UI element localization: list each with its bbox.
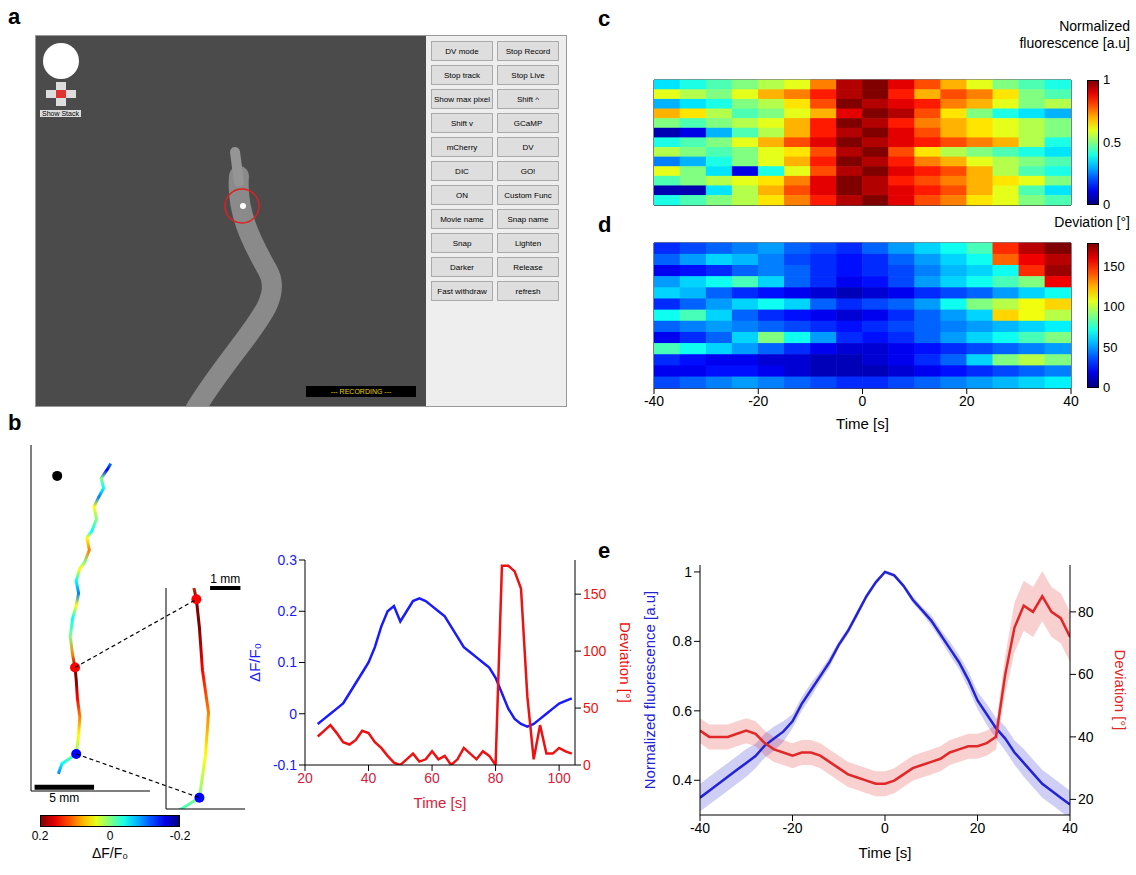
svg-text:40: 40 [361,770,377,786]
html-text:GO!: GO! [520,166,536,176]
html-text:Lighten: Lighten [514,238,542,248]
svg-text:0.6: 0.6 [673,703,693,719]
svg-text:60: 60 [424,770,440,786]
html-text:0.2: 0.2 [31,829,49,843]
svg-text:100: 100 [583,643,607,659]
svg-text:0.4: 0.4 [673,772,693,788]
html-text:Stop track: Stop track [444,70,480,80]
svg-text:Deviation [°]: Deviation [°] [617,622,634,703]
html-text:ΔF/F₀: ΔF/F₀ [91,845,129,861]
svg-text:-40: -40 [644,393,664,409]
svg-text:Deviation [°]: Deviation [°] [1112,649,1129,730]
html-text:Shift v: Shift v [450,118,474,128]
html-text:c: c [598,6,611,31]
html-text:b: b [8,410,22,435]
html-text:Darker: Darker [450,262,474,272]
html-text:Movie name: Movie name [440,214,484,224]
svg-text:0: 0 [859,393,867,409]
svg-text:-20: -20 [782,820,802,836]
svg-text:0: 0 [881,820,889,836]
svg-text:80: 80 [488,770,504,786]
svg-text:0: 0 [289,706,297,722]
svg-text:5 mm: 5 mm [49,791,79,805]
svg-text:40: 40 [1063,393,1079,409]
html-text:a: a [8,4,21,29]
html-text:Deviation [°]: Deviation [°] [1054,214,1130,230]
svg-text:Time [s]: Time [s] [859,844,912,861]
svg-text:20: 20 [970,820,986,836]
svg-text:1 mm: 1 mm [210,572,240,586]
html-text:Snap: Snap [452,238,472,248]
html-text:DV: DV [522,142,534,152]
html-text:mCherry: mCherry [446,142,478,152]
html-text:Fast withdraw: Fast withdraw [437,286,487,296]
html-text:DV mode: DV mode [445,46,479,56]
html-text:DIC: DIC [455,166,469,176]
html-text:refresh: refresh [515,286,541,296]
svg-text:40: 40 [1062,820,1078,836]
html-text:-0.2: -0.2 [169,829,191,843]
html-text:Normalized fluorescence [a.u]: Normalized fluorescence [a.u] [1019,18,1130,51]
svg-text:50: 50 [583,700,599,716]
html-text:Custom Func: Custom Func [504,190,552,200]
svg-text:20: 20 [297,770,313,786]
svg-text:0.8: 0.8 [673,633,693,649]
svg-text:-20: -20 [748,393,768,409]
svg-text:20: 20 [959,393,975,409]
html-text:GCaMP: GCaMP [513,118,543,128]
svg-text:0.2: 0.2 [278,603,298,619]
svg-text:150: 150 [583,586,607,602]
html-text:ON: ON [456,190,468,200]
html-text:150: 150 [1103,259,1125,275]
html-text:Release: Release [513,262,543,272]
svg-text:Normalized fluorescence [a.u]: Normalized fluorescence [a.u] [641,591,658,789]
svg-text:1: 1 [684,564,692,580]
html-text:Stop Record: Stop Record [505,46,551,56]
svg-text:60: 60 [1078,666,1094,682]
html-text:0: 0 [106,829,114,843]
html-text:e: e [598,538,611,563]
svg-text:40: 40 [1078,729,1094,745]
svg-text:100: 100 [547,770,571,786]
html-text:Show Stack: Show Stack [42,110,79,117]
html-text:0: 0 [1103,197,1111,212]
html-text:0: 0 [1103,380,1111,395]
html-text:Snap name: Snap name [507,214,549,224]
html-text:50: 50 [1103,339,1118,355]
svg-text:-40: -40 [690,820,710,836]
html-text:d: d [598,212,612,237]
html-text:Show max pixel: Show max pixel [434,94,490,104]
html-text:--- RECORDING ---: --- RECORDING --- [330,388,392,395]
svg-text:Time [s]: Time [s] [836,415,889,432]
svg-text:0.1: 0.1 [278,654,298,670]
html-text:1: 1 [1103,72,1111,87]
svg-text:20: 20 [1078,791,1094,807]
svg-text:0.3: 0.3 [278,552,298,568]
html-text:Stop Live: Stop Live [511,70,545,80]
html-text:100: 100 [1103,299,1125,315]
html-text:Shift ^: Shift ^ [517,94,539,104]
svg-text:Time [s]: Time [s] [414,794,467,811]
svg-text:80: 80 [1078,604,1094,620]
html-text:0.5: 0.5 [1103,134,1122,150]
svg-text:ΔF/F₀: ΔF/F₀ [246,643,263,682]
svg-text:-0.1: -0.1 [273,757,297,773]
svg-text:0: 0 [583,757,591,773]
